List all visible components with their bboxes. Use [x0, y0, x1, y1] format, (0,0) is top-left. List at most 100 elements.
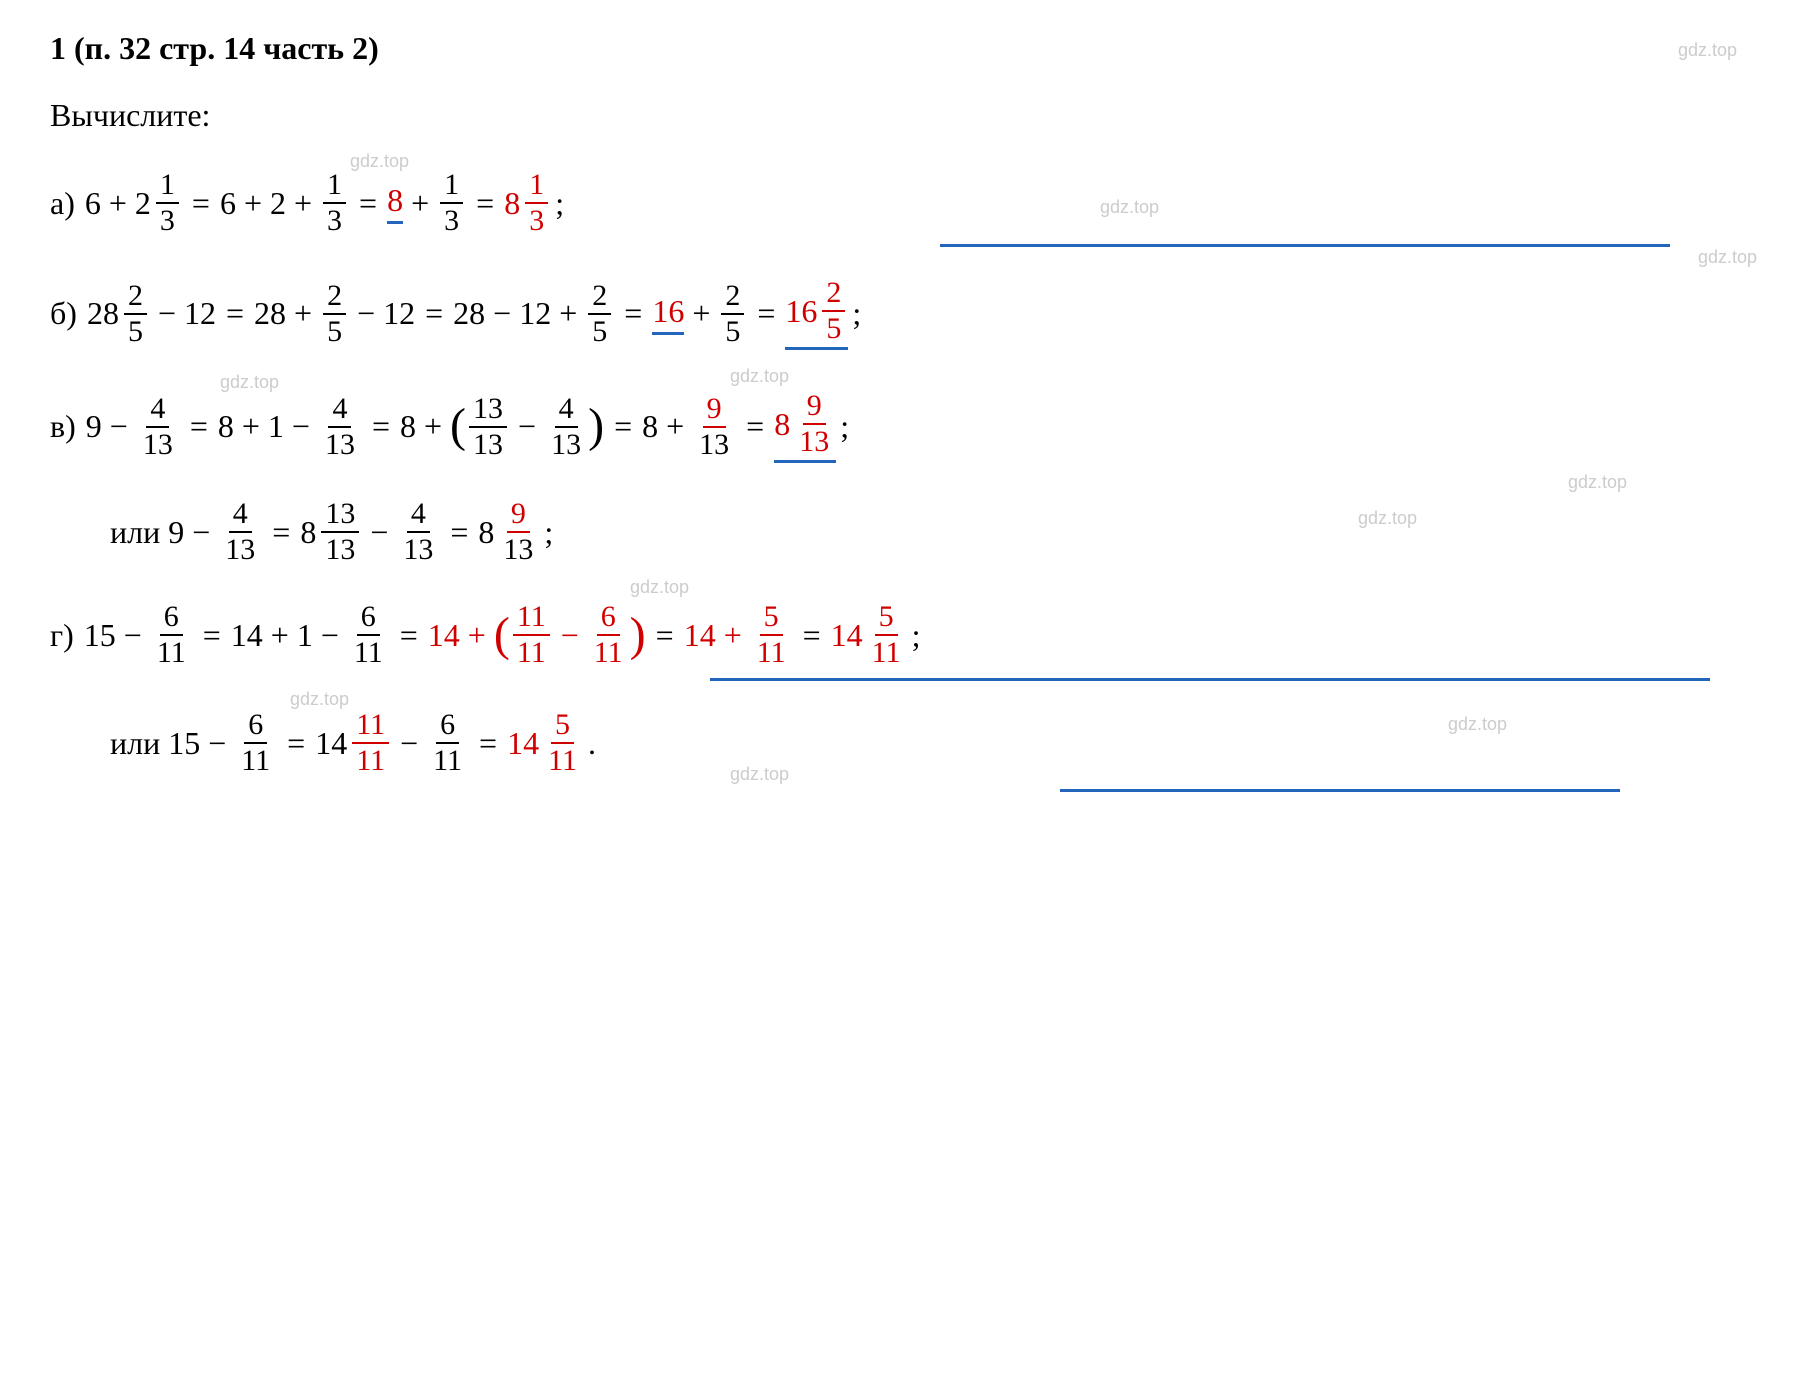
- b-resfrac: 25: [721, 280, 744, 348]
- eq: =: [287, 725, 305, 762]
- a-mixed: 2 13: [135, 169, 182, 237]
- eq: =: [203, 617, 221, 654]
- b-mixed: 28 25: [87, 280, 150, 348]
- b-s1a: 28: [254, 295, 286, 332]
- d-s3frac: 511: [753, 601, 790, 669]
- c-s1n: 4: [328, 393, 351, 428]
- semi: ;: [852, 295, 861, 332]
- a-mw: 2: [135, 185, 151, 222]
- minus: −: [124, 617, 142, 654]
- c-final: 8 913: [774, 390, 836, 463]
- eq: =: [656, 617, 674, 654]
- c-s1b: 1: [268, 408, 284, 445]
- d-s2a: 14: [428, 617, 460, 654]
- plus: +: [559, 295, 577, 332]
- d-fn: 5: [875, 601, 898, 636]
- d-final: 14 511: [831, 601, 908, 669]
- d-amw: 14: [315, 725, 347, 762]
- d-pf1: 1111: [513, 601, 550, 669]
- math-c: 9 − 413 = 8 + 1 − 413 = 8 + ( 1313 − 413…: [86, 390, 849, 463]
- a-fn: 1: [525, 169, 548, 204]
- plus: +: [109, 185, 127, 222]
- minus: −: [321, 617, 339, 654]
- c-s2a: 8: [400, 408, 416, 445]
- d-altm: 14 1111: [315, 709, 392, 777]
- c-s1frac: 413: [321, 393, 359, 461]
- d-altsub2: 611: [429, 709, 466, 777]
- c-altlhs: 9: [168, 514, 184, 551]
- plus: +: [294, 295, 312, 332]
- plus: +: [271, 617, 289, 654]
- a-s1b: 2: [270, 185, 286, 222]
- minus: −: [208, 725, 226, 762]
- minus: −: [561, 617, 579, 654]
- label-b: б): [50, 295, 77, 332]
- c-s1a: 8: [218, 408, 234, 445]
- watermark-b1: gdz.top: [1698, 247, 1757, 268]
- c-as2d: 13: [399, 533, 437, 566]
- eq: =: [372, 408, 390, 445]
- math-b: 28 25 − 12 = 28 + 25 − 12 = 28 − 12 + 25…: [87, 277, 861, 350]
- c-fd: 13: [795, 425, 833, 458]
- d-asn: 6: [244, 709, 267, 744]
- eq: =: [746, 408, 764, 445]
- instruction-text: Вычислите:: [50, 97, 1767, 134]
- plus: +: [468, 617, 486, 654]
- b-sub: 12: [184, 295, 216, 332]
- d-s1a: 14: [231, 617, 263, 654]
- d-s1d: 11: [350, 636, 387, 669]
- b-s2frac: 25: [588, 280, 611, 348]
- c-altsub2: 413: [399, 498, 437, 566]
- a-lhs: 6: [85, 185, 101, 222]
- lparen-red: (: [494, 616, 510, 654]
- b-s1d: 5: [323, 315, 346, 348]
- d-pf2: 611: [590, 601, 627, 669]
- a-underline-long: [940, 244, 1670, 247]
- period: .: [588, 725, 596, 762]
- d-altsub: 611: [237, 709, 274, 777]
- eq: =: [479, 725, 497, 762]
- c-altlabel: или: [110, 514, 160, 551]
- c-pd1: 13: [469, 428, 507, 461]
- page-header: 1 (п. 32 стр. 14 часть 2): [50, 30, 1767, 67]
- semi: ;: [912, 617, 921, 654]
- d-fd: 11: [868, 636, 905, 669]
- dalt-underline-long: [1060, 789, 1620, 792]
- a-rn: 1: [440, 169, 463, 204]
- d-pd1: 11: [513, 636, 550, 669]
- c-afn: 9: [507, 498, 530, 533]
- eq: =: [803, 617, 821, 654]
- c-subfrac: 413: [139, 393, 177, 461]
- minus: −: [158, 295, 176, 332]
- c-fn: 9: [803, 390, 826, 425]
- c-s3frac: 913: [695, 393, 733, 461]
- c-amn: 13: [321, 498, 359, 533]
- b-res: 16: [652, 293, 684, 335]
- a-mn: 1: [156, 169, 179, 204]
- b-s2a: 28: [453, 295, 485, 332]
- problem-d-alt: или 15 − 611 = 14 1111 − 611 = 14 511 . …: [110, 709, 1767, 777]
- d-altlhs: 15: [168, 725, 200, 762]
- problem-c-alt: или 9 − 413 = 8 1313 − 413 = 8 913 ; gdz…: [110, 498, 1767, 566]
- c-pd2: 13: [547, 428, 585, 461]
- label-a: а): [50, 185, 75, 222]
- watermark-dalt1: gdz.top: [290, 689, 349, 710]
- d-s1b: 1: [297, 617, 313, 654]
- b-rn: 2: [721, 280, 744, 315]
- eq: =: [425, 295, 443, 332]
- c-s1d: 13: [321, 428, 359, 461]
- a-fw: 8: [504, 185, 520, 222]
- b-s1b: 12: [383, 295, 415, 332]
- eq: =: [400, 617, 418, 654]
- semi: ;: [544, 514, 553, 551]
- d-afw: 14: [507, 725, 539, 762]
- d-altfinal: 14 511: [507, 709, 584, 777]
- d-redpart: 14 + ( 1111 − 611 ) = 14 + 511 = 14 511: [428, 601, 908, 669]
- problem-c: в) 9 − 413 = 8 + 1 − 413 = 8 + ( 1313 − …: [50, 390, 1767, 463]
- d-subfrac: 611: [153, 601, 190, 669]
- d-pd2: 11: [590, 636, 627, 669]
- d-lhs: 15: [84, 617, 116, 654]
- plus: +: [294, 185, 312, 222]
- plus: +: [244, 185, 262, 222]
- eq: =: [192, 185, 210, 222]
